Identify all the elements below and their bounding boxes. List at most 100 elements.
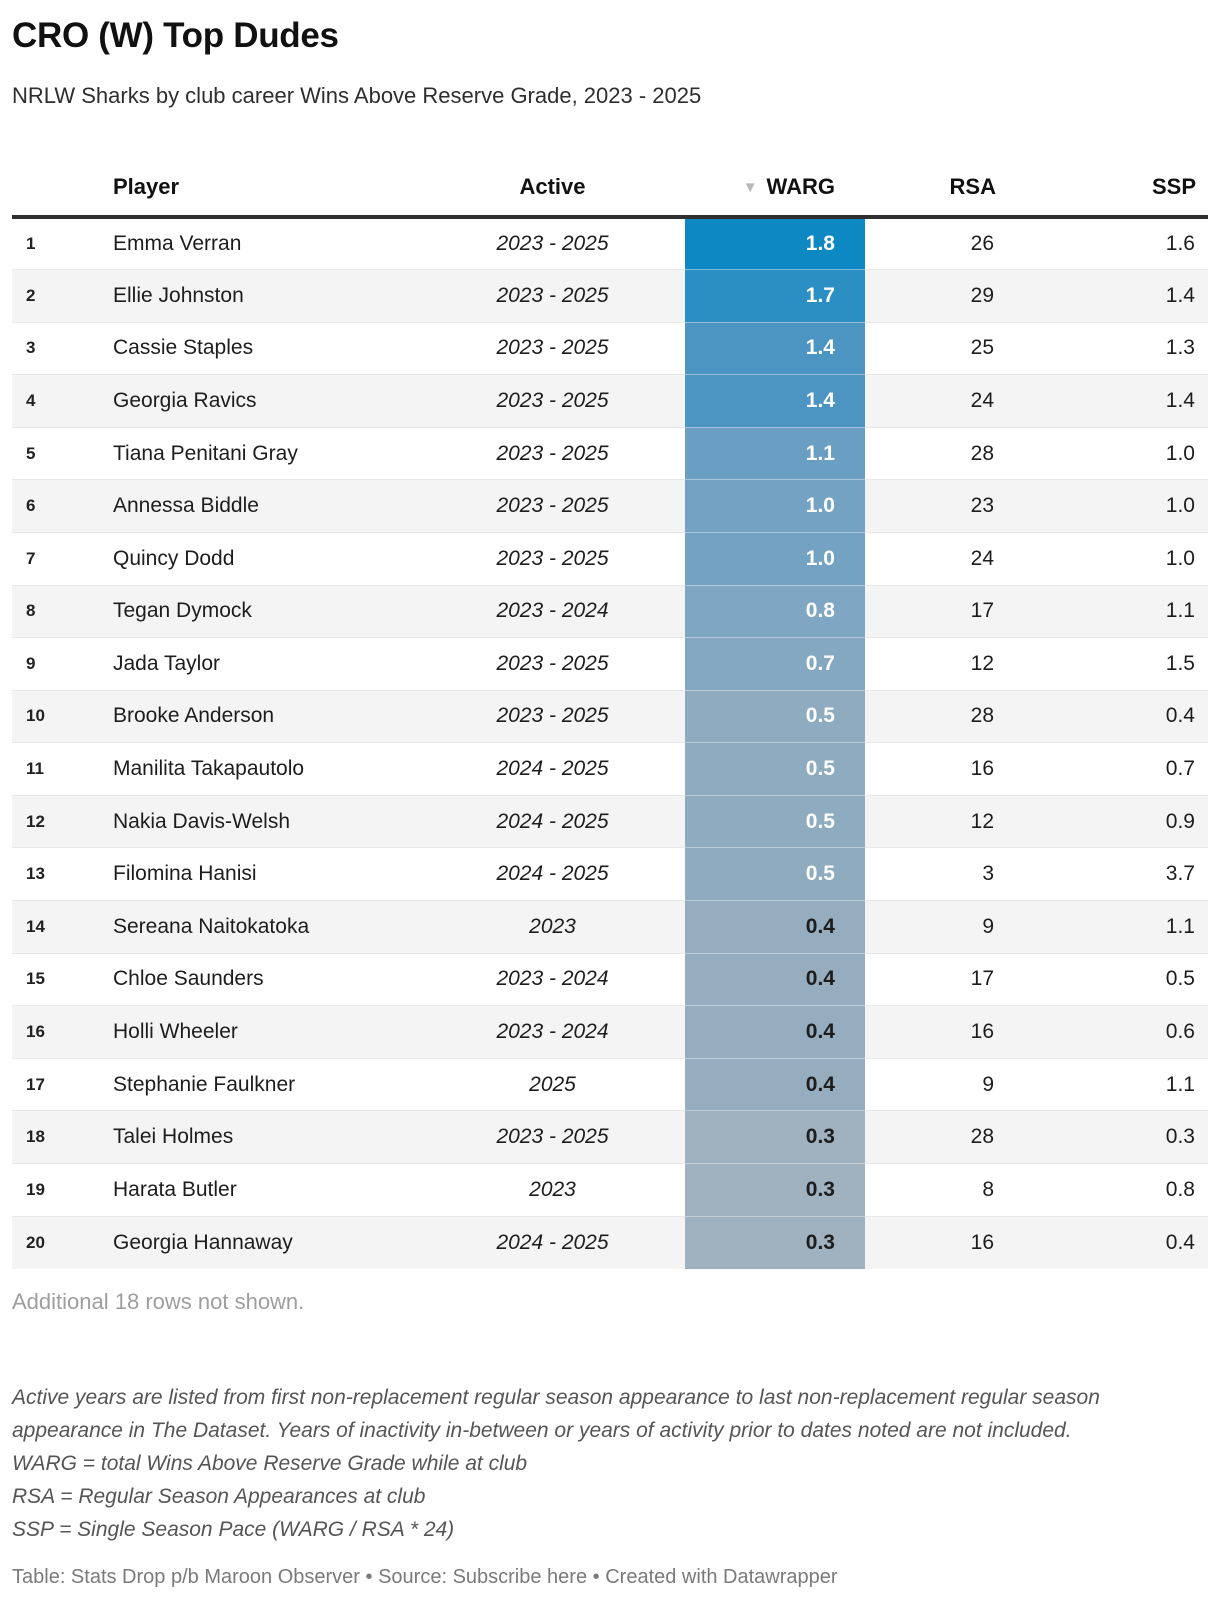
footnote-ssp-definition: SSP = Single Season Pace (WARG / RSA * 2…: [12, 1518, 455, 1542]
ssp-cell: 0.9: [1010, 794, 1208, 848]
rsa-cell: 17: [865, 952, 1010, 1006]
ssp-cell: 0.6: [1010, 1005, 1208, 1059]
warg-cell: 0.4: [685, 952, 865, 1006]
rsa-cell: 24: [865, 374, 1010, 428]
rows-not-shown-note: Additional 18 rows not shown.: [12, 1288, 305, 1314]
rsa-cell: 28: [865, 1110, 1010, 1164]
rank-cell: 5: [12, 426, 100, 480]
warg-cell: 0.5: [685, 794, 865, 848]
ssp-cell: 1.4: [1010, 374, 1208, 428]
column-header-rank: [12, 158, 100, 219]
player-cell: Tiana Penitani Gray: [100, 426, 420, 480]
rank-cell: 17: [12, 1057, 100, 1111]
table-row: 5 Tiana Penitani Gray 2023 - 2025 1.1 28 1.0: [12, 426, 1208, 480]
player-cell: Nakia Davis-Welsh: [100, 794, 420, 848]
active-cell: 2023 - 2025: [420, 479, 685, 533]
player-cell: Manilita Takapautolo: [100, 742, 420, 796]
column-header-active[interactable]: Active: [420, 158, 685, 219]
active-cell: 2024 - 2025: [420, 1215, 685, 1269]
warg-cell: 1.0: [685, 531, 865, 585]
ssp-cell: 1.4: [1010, 268, 1208, 323]
player-cell: Ellie Johnston: [100, 268, 420, 323]
player-cell: Cassie Staples: [100, 321, 420, 375]
rank-cell: 3: [12, 321, 100, 375]
rank-cell: 14: [12, 900, 100, 954]
warg-cell: 1.4: [685, 321, 865, 375]
column-header-player[interactable]: Player: [100, 158, 420, 219]
table-row: 17 Stephanie Faulkner 2025 0.4 9 1.1: [12, 1057, 1208, 1111]
table-row: 6 Annessa Biddle 2023 - 2025 1.0 23 1.0: [12, 479, 1208, 533]
column-header-ssp[interactable]: SSP: [1010, 158, 1208, 219]
rsa-cell: 26: [865, 216, 1010, 270]
player-cell: Stephanie Faulkner: [100, 1057, 420, 1111]
player-cell: Filomina Hanisi: [100, 847, 420, 901]
created-with-datawrapper: Created with Datawrapper: [605, 1565, 838, 1588]
rsa-cell: 9: [865, 900, 1010, 954]
ssp-cell: 1.0: [1010, 479, 1208, 533]
table-row: 14 Sereana Naitokatoka 2023 0.4 9 1.1: [12, 900, 1208, 954]
source-link[interactable]: Subscribe here: [452, 1565, 588, 1588]
rank-cell: 6: [12, 479, 100, 533]
rsa-cell: 23: [865, 479, 1010, 533]
ssp-cell: 0.5: [1010, 952, 1208, 1006]
ssp-cell: 1.1: [1010, 1057, 1208, 1111]
table-row: 15 Chloe Saunders 2023 - 2024 0.4 17 0.5: [12, 952, 1208, 1006]
rsa-cell: 12: [865, 637, 1010, 691]
ssp-cell: 0.4: [1010, 1215, 1208, 1269]
ssp-cell: 1.6: [1010, 216, 1208, 270]
warg-cell: 0.7: [685, 637, 865, 691]
table-row: 20 Georgia Hannaway 2024 - 2025 0.3 16 0.4: [12, 1215, 1208, 1269]
ssp-cell: 1.3: [1010, 321, 1208, 375]
ssp-cell: 1.1: [1010, 584, 1208, 638]
player-cell: Brooke Anderson: [100, 689, 420, 743]
table-row: 10 Brooke Anderson 2023 - 2025 0.5 28 0.4: [12, 689, 1208, 743]
warg-cell: 1.1: [685, 426, 865, 480]
active-cell: 2023 - 2024: [420, 584, 685, 638]
sort-descending-icon: ▼: [742, 178, 758, 196]
table-row: 11 Manilita Takapautolo 2024 - 2025 0.5 16 0.…: [12, 742, 1208, 796]
column-header-rsa[interactable]: RSA: [865, 158, 1010, 219]
warg-cell: 1.4: [685, 374, 865, 428]
active-cell: 2023 - 2025: [420, 531, 685, 585]
footnotes: Active years are listed from first non-r…: [12, 1381, 1162, 1547]
ssp-cell: 0.7: [1010, 742, 1208, 796]
page-subtitle: NRLW Sharks by club career Wins Above Re…: [12, 83, 702, 109]
table-row: 8 Tegan Dymock 2023 - 2024 0.8 17 1.1: [12, 584, 1208, 638]
active-cell: 2023 - 2024: [420, 952, 685, 1006]
table-credit: Table: Stats Drop p/b Maroon Observer: [12, 1565, 360, 1588]
rank-cell: 9: [12, 637, 100, 691]
player-cell: Georgia Ravics: [100, 374, 420, 428]
table-row: 19 Harata Butler 2023 0.3 8 0.8: [12, 1163, 1208, 1217]
table-row: 3 Cassie Staples 2023 - 2025 1.4 25 1.3: [12, 321, 1208, 375]
column-header-warg[interactable]: ▼ WARG: [685, 158, 865, 219]
rank-cell: 1: [12, 216, 100, 270]
player-cell: Georgia Hannaway: [100, 1215, 420, 1269]
rank-cell: 7: [12, 531, 100, 585]
ssp-cell: 0.8: [1010, 1163, 1208, 1217]
footnote-active-years: Active years are listed from first non-r…: [12, 1385, 1100, 1442]
warg-cell: 0.4: [685, 900, 865, 954]
warg-cell: 1.0: [685, 479, 865, 533]
warg-cell: 0.4: [685, 1057, 865, 1111]
page-title: CRO (W) Top Dudes: [12, 16, 339, 55]
rank-cell: 18: [12, 1110, 100, 1164]
ssp-cell: 1.0: [1010, 531, 1208, 585]
active-cell: 2024 - 2025: [420, 742, 685, 796]
warg-cell: 0.8: [685, 584, 865, 638]
rsa-cell: 25: [865, 321, 1010, 375]
rank-cell: 4: [12, 374, 100, 428]
active-cell: 2025: [420, 1057, 685, 1111]
footnote-warg-definition: WARG = total Wins Above Reserve Grade wh…: [12, 1452, 528, 1476]
attribution-footer: Table: Stats Drop p/b Maroon Observer • …: [12, 1563, 1208, 1605]
rank-cell: 2: [12, 268, 100, 323]
ssp-cell: 1.0: [1010, 426, 1208, 480]
player-cell: Tegan Dymock: [100, 584, 420, 638]
active-cell: 2024 - 2025: [420, 794, 685, 848]
active-cell: 2023 - 2025: [420, 268, 685, 323]
source-label: Source:: [378, 1565, 453, 1588]
table-row: 1 Emma Verran 2023 - 2025 1.8 26 1.6: [12, 216, 1208, 270]
table-row: 2 Ellie Johnston 2023 - 2025 1.7 29 1.4: [12, 268, 1208, 323]
player-cell: Jada Taylor: [100, 637, 420, 691]
active-cell: 2023 - 2025: [420, 216, 685, 270]
table-row: 13 Filomina Hanisi 2024 - 2025 0.5 3 3.7: [12, 847, 1208, 901]
